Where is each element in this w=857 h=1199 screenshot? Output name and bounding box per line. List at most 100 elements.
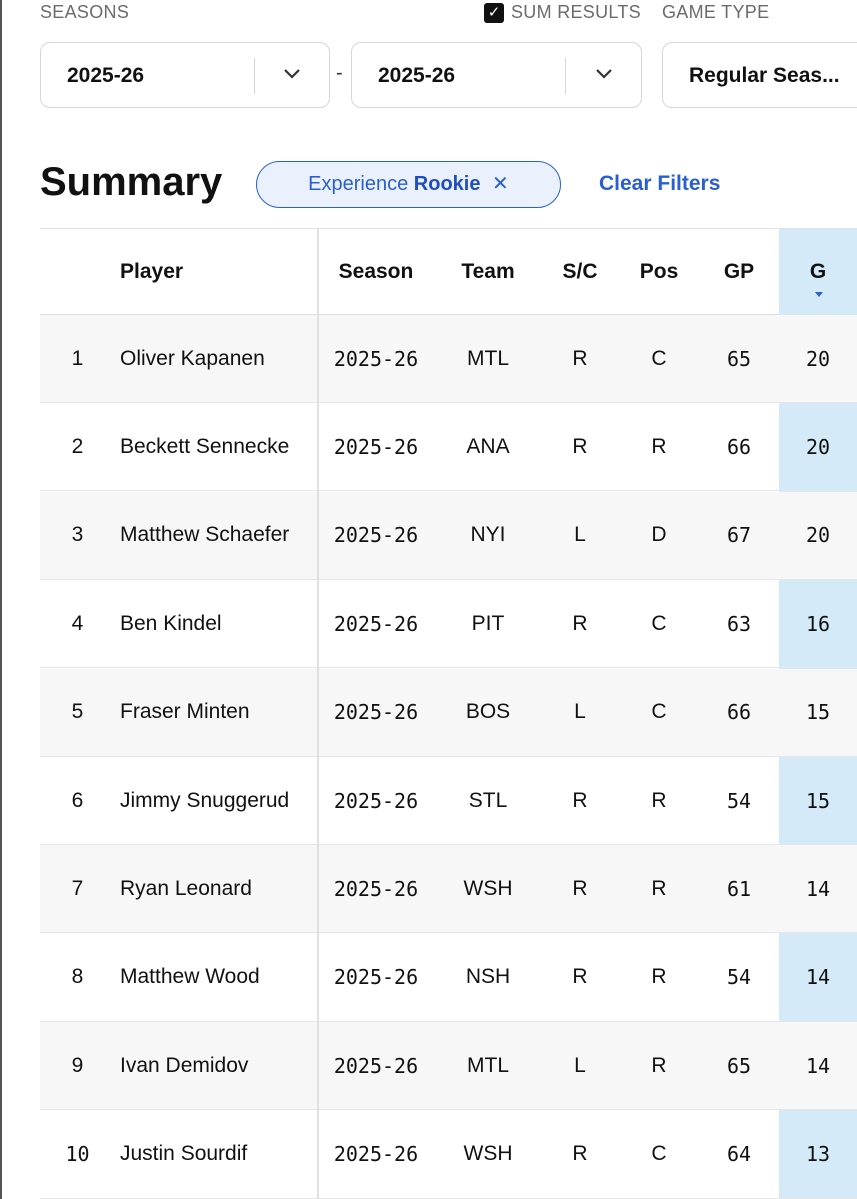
team-cell: NYI: [470, 523, 506, 547]
position-cell: R: [651, 965, 667, 989]
game-type-label: GAME TYPE: [662, 2, 770, 22]
table-row[interactable]: 5 Fraser Minten 2025-26 BOS L C 66 15: [40, 668, 857, 757]
shoots-catches-cell: R: [572, 611, 588, 635]
frozen-column-divider: [317, 228, 319, 1199]
shoots-catches-cell: L: [574, 700, 586, 724]
column-header-team[interactable]: Team: [461, 259, 515, 283]
table-row[interactable]: 4 Ben Kindel 2025-26 PIT R C 63 16: [40, 580, 857, 669]
position-cell: C: [651, 611, 667, 635]
goals-cell: 14: [805, 965, 831, 990]
goals-cell: 20: [805, 346, 831, 371]
column-header-gp[interactable]: GP: [723, 259, 755, 283]
season-cell: 2025-26: [333, 965, 419, 990]
games-played-cell: 66: [726, 700, 752, 725]
position-cell: C: [651, 700, 667, 724]
goals-cell: 14: [805, 1053, 831, 1078]
column-header-pos[interactable]: Pos: [639, 259, 679, 283]
position-cell: C: [651, 346, 667, 370]
shoots-catches-cell: R: [572, 1142, 588, 1166]
season-from-select[interactable]: 2025-26: [40, 42, 330, 108]
games-played-cell: 67: [726, 523, 752, 548]
window-left-border: [0, 0, 2, 1199]
player-name[interactable]: Oliver Kapanen: [120, 346, 265, 370]
rank-cell: 5: [71, 700, 84, 724]
team-cell: STL: [468, 788, 508, 812]
rank-cell: 7: [71, 876, 84, 900]
season-cell: 2025-26: [333, 523, 419, 548]
rank-cell: 1: [71, 346, 84, 370]
chevron-down-icon[interactable]: [595, 68, 613, 80]
table-row[interactable]: 9 Ivan Demidov 2025-26 MTL L R 65 14: [40, 1022, 857, 1111]
player-name[interactable]: Ben Kindel: [120, 611, 222, 635]
shoots-catches-cell: L: [574, 1053, 586, 1077]
season-cell: 2025-26: [333, 346, 419, 371]
goals-cell: 14: [805, 876, 831, 901]
close-icon[interactable]: ✕: [492, 173, 509, 195]
player-name[interactable]: Matthew Wood: [120, 965, 260, 989]
team-cell: MTL: [467, 1053, 509, 1077]
season-to-value: 2025-26: [378, 64, 456, 87]
season-cell: 2025-26: [333, 700, 419, 725]
table-row[interactable]: 8 Matthew Wood 2025-26 NSH R R 54 14: [40, 934, 857, 1022]
select-divider: [565, 58, 566, 94]
page-title: Summary: [40, 160, 223, 204]
seasons-label: SEASONS: [40, 2, 130, 22]
position-cell: R: [651, 788, 667, 812]
player-name[interactable]: Jimmy Snuggerud: [120, 788, 290, 812]
sum-results-label[interactable]: SUM RESULTS: [511, 2, 641, 22]
player-name[interactable]: Ivan Demidov: [120, 1053, 249, 1077]
table-row[interactable]: 6 Jimmy Snuggerud 2025-26 STL R R 54 15: [40, 757, 857, 845]
shoots-catches-cell: R: [572, 965, 588, 989]
game-type-select[interactable]: Regular Seas...: [662, 42, 857, 108]
shoots-catches-cell: R: [572, 788, 588, 812]
table-row[interactable]: 1 Oliver Kapanen 2025-26 MTL R C 65 20: [40, 315, 857, 403]
team-cell: WSH: [463, 876, 513, 900]
team-cell: ANA: [466, 434, 510, 458]
player-name[interactable]: Matthew Schaefer: [120, 523, 290, 547]
filter-chip-name: Experience: [308, 173, 409, 195]
table-row[interactable]: 3 Matthew Schaefer 2025-26 NYI L D 67 20: [40, 491, 857, 580]
player-name[interactable]: Ryan Leonard: [120, 876, 252, 900]
rank-cell: 4: [71, 611, 84, 635]
goals-cell: 15: [805, 700, 831, 725]
filter-chip-value: Rookie: [413, 173, 481, 195]
games-played-cell: 54: [726, 965, 752, 990]
checkmark-icon: ✓: [487, 4, 501, 21]
table-row[interactable]: 7 Ryan Leonard 2025-26 WSH R R 61 14: [40, 845, 857, 934]
rank-cell: 10: [65, 1142, 90, 1167]
games-played-cell: 66: [726, 434, 752, 459]
rank-cell: 3: [71, 523, 84, 547]
column-header-player[interactable]: Player: [120, 259, 184, 283]
player-name[interactable]: Justin Sourdif: [120, 1142, 248, 1166]
team-cell: BOS: [465, 700, 511, 724]
shoots-catches-cell: L: [574, 523, 586, 547]
player-name[interactable]: Fraser Minten: [120, 700, 250, 724]
games-played-cell: 65: [726, 346, 752, 371]
column-header-season[interactable]: Season: [338, 259, 414, 283]
games-played-cell: 54: [726, 788, 752, 813]
position-cell: R: [651, 876, 667, 900]
rank-cell: 9: [71, 1053, 84, 1077]
team-cell: PIT: [471, 611, 505, 635]
rank-cell: 8: [71, 965, 84, 989]
player-name[interactable]: Beckett Sennecke: [120, 434, 290, 458]
column-header-sc[interactable]: S/C: [562, 259, 598, 283]
position-cell: C: [651, 1142, 667, 1166]
experience-filter-chip[interactable]: Experience Rookie ✕: [256, 161, 561, 208]
table-row[interactable]: 10 Justin Sourdif 2025-26 WSH R C 64 13: [40, 1111, 857, 1199]
chevron-down-icon[interactable]: [283, 68, 301, 80]
goals-cell: 20: [805, 523, 831, 548]
goals-cell: 13: [805, 1142, 831, 1167]
position-cell: R: [651, 1053, 667, 1077]
season-cell: 2025-26: [333, 434, 419, 459]
position-cell: R: [651, 434, 667, 458]
season-to-select[interactable]: 2025-26: [351, 42, 642, 108]
games-played-cell: 61: [726, 876, 752, 901]
column-header-g[interactable]: G: [809, 260, 827, 283]
clear-filters-link[interactable]: Clear Filters: [599, 172, 721, 195]
table-header: Player Season Team S/C Pos GP G: [40, 228, 857, 315]
table-row[interactable]: 2 Beckett Sennecke 2025-26 ANA R R 66 20: [40, 403, 857, 492]
games-played-cell: 65: [726, 1053, 752, 1078]
shoots-catches-cell: R: [572, 876, 588, 900]
sum-results-checkbox[interactable]: ✓: [484, 3, 504, 23]
